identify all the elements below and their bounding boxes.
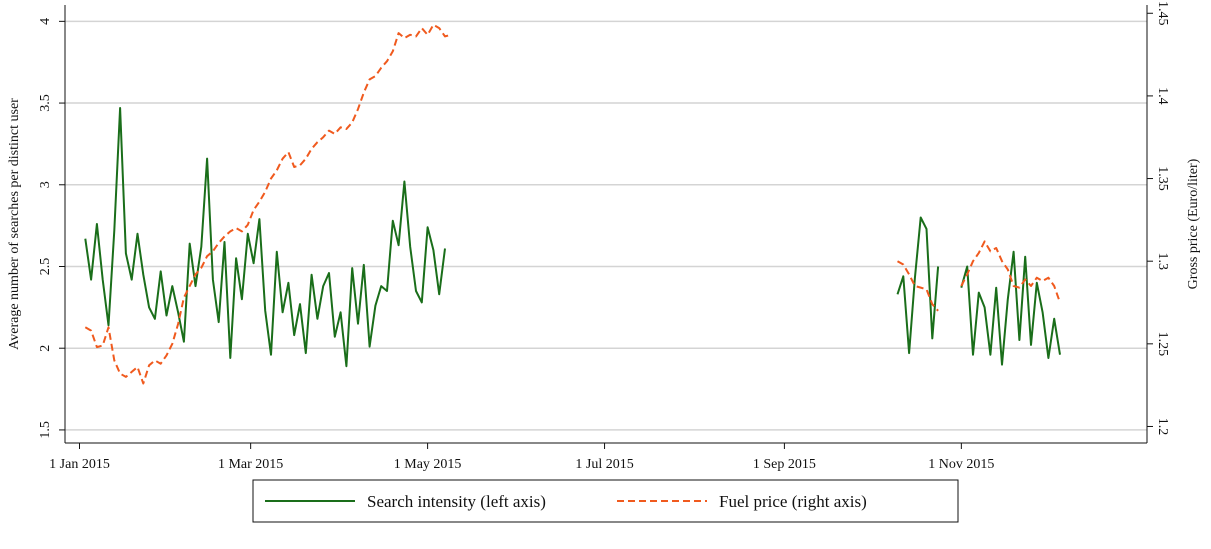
y2-axis-label: Gross price (Euro/liter) xyxy=(1186,158,1201,289)
y-tick-label: 2 xyxy=(38,345,53,352)
y-tick-label: 4 xyxy=(38,18,53,25)
y2-tick-label: 1.45 xyxy=(1155,1,1170,26)
x-tick-label: 1 Jan 2015 xyxy=(49,457,110,472)
y2-tick-label: 1.25 xyxy=(1155,332,1170,357)
y-tick-label: 3 xyxy=(38,181,53,188)
y-tick-label: 3.5 xyxy=(38,94,53,112)
y-axis-label: Average number of searches per distinct … xyxy=(7,98,22,350)
x-tick-label: 1 Jul 2015 xyxy=(575,457,633,472)
legend-label: Search intensity (left axis) xyxy=(367,492,546,511)
y-tick-label: 2.5 xyxy=(38,258,53,276)
y-tick-label: 1.5 xyxy=(38,421,53,439)
series-line xyxy=(84,23,1061,385)
legend-label: Fuel price (right axis) xyxy=(719,492,867,511)
x-tick-label: 1 Sep 2015 xyxy=(753,457,816,472)
y2-tick-label: 1.4 xyxy=(1155,87,1170,105)
y2-tick-label: 1.2 xyxy=(1155,418,1170,436)
legend-box xyxy=(252,479,959,523)
x-tick-label: 1 Nov 2015 xyxy=(928,457,994,472)
x-tick-label: 1 Mar 2015 xyxy=(218,457,283,472)
y2-tick-label: 1.35 xyxy=(1155,166,1170,191)
x-tick-label: 1 May 2015 xyxy=(394,457,462,472)
y2-tick-label: 1.3 xyxy=(1155,252,1170,270)
